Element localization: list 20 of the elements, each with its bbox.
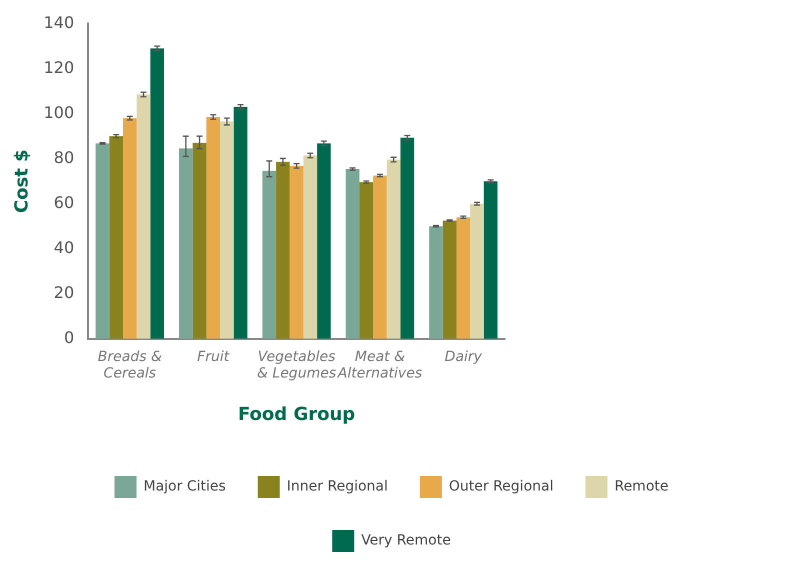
legend-label: Major Cities: [144, 478, 226, 495]
y-tick-label: 60: [54, 192, 74, 212]
x-axis-title: Food Group: [238, 404, 356, 425]
y-tick-label: 40: [54, 238, 74, 257]
x-tick-label: Vegetables & Legumes: [257, 348, 336, 382]
x-tick-label: Meat & Alternatives: [336, 348, 422, 382]
y-tick-label: 80: [54, 148, 74, 167]
y-tick-label: 20: [54, 282, 74, 302]
legend-label: Inner Regional: [286, 478, 388, 495]
legend-label: Outer Regional: [448, 478, 554, 495]
legend-label: Very Remote: [361, 532, 451, 549]
y-tick-label: 120: [44, 58, 74, 77]
y-tick-label: 140: [44, 12, 74, 32]
x-tick-label: Fruit: [197, 348, 230, 365]
y-tick-label: 0: [64, 328, 74, 347]
x-tick-label: Breads & Cereals: [98, 348, 162, 382]
y-tick-label: 100: [44, 102, 74, 122]
x-tick-label: Dairy: [444, 348, 483, 365]
legend-label: Remote: [614, 478, 668, 495]
y-axis-title: Cost $: [11, 149, 32, 214]
